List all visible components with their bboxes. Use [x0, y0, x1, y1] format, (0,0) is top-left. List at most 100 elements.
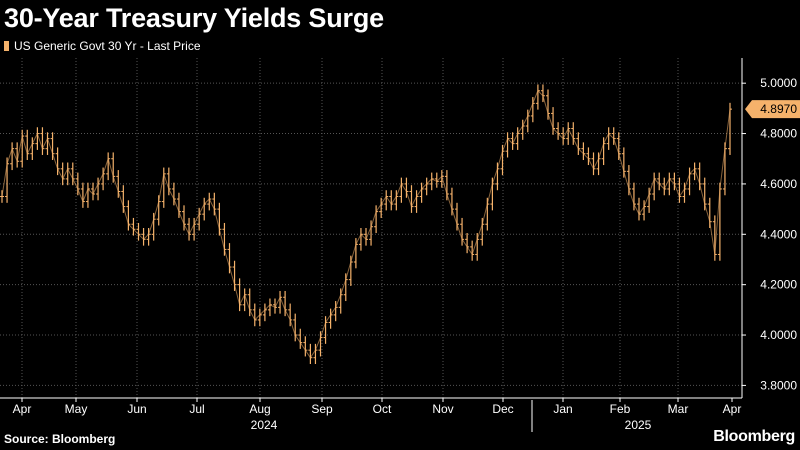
price-bar [20, 129, 25, 168]
price-bar [60, 162, 65, 186]
price-bar [247, 288, 252, 317]
price-bar [55, 147, 60, 176]
price-bar [187, 217, 192, 241]
x-tick-label: Jul [189, 402, 204, 416]
y-tick-label: 5.0000 [760, 76, 797, 90]
price-bar [707, 197, 712, 228]
price-bar [353, 238, 358, 269]
price-bar [288, 303, 293, 327]
price-bar [212, 192, 217, 216]
price-bar [677, 177, 682, 203]
price-bar [384, 190, 389, 211]
price-bar [182, 205, 186, 231]
price-bar [480, 217, 485, 246]
legend: US Generic Govt 30 Yr - Last Price [4, 39, 201, 53]
price-bar [267, 298, 272, 317]
price-bar [394, 190, 399, 211]
price-bar [308, 343, 313, 364]
price-bar [556, 122, 561, 140]
price-bar [647, 187, 652, 213]
price-bar [156, 195, 161, 226]
price-bar [257, 308, 262, 327]
legend-swatch [4, 41, 9, 51]
y-axis: 3.8000 4.0000 4.2000 4.4000 4.6000 4.8000 5.00… [741, 58, 800, 398]
price-bar [116, 170, 121, 198]
price-bar [283, 290, 288, 317]
price-bar [374, 205, 379, 234]
price-bar [202, 197, 207, 221]
price-bar [404, 177, 409, 198]
price-bar [652, 172, 657, 201]
x-tick-label: Jan [553, 402, 572, 416]
price-bar [621, 147, 626, 178]
price-bar [126, 200, 131, 231]
price-bar [364, 228, 368, 246]
price-bar [414, 190, 419, 213]
price-bar [146, 228, 151, 246]
price-bar [551, 107, 556, 135]
x-tick-label: Sep [311, 402, 333, 416]
price-bar [273, 298, 277, 314]
price-bar [171, 182, 176, 206]
price-bar [15, 142, 20, 168]
price-bar [626, 165, 631, 196]
price-bar [237, 278, 242, 312]
price-bar [439, 170, 444, 188]
price-bar [10, 142, 15, 171]
price-bar [35, 127, 40, 150]
price-bar [278, 290, 283, 314]
price-bar [409, 185, 414, 213]
price-bar [161, 167, 166, 208]
last-price-box [745, 100, 800, 119]
price-bar [505, 132, 510, 158]
price-bar [192, 217, 197, 241]
price-bar [75, 172, 80, 196]
price-bar [470, 240, 475, 261]
price-bar [606, 127, 611, 150]
year-label: 2025 [625, 418, 652, 432]
price-bar [566, 122, 571, 145]
price-bar [419, 182, 424, 203]
price-bar [45, 132, 50, 155]
price-bar [65, 162, 70, 186]
x-tick-label: May [65, 402, 88, 416]
price-bar [141, 228, 146, 246]
price-bar [576, 132, 581, 155]
price-bar [429, 172, 434, 191]
price-bar [323, 316, 328, 344]
price-bar [232, 260, 237, 291]
price-bar [692, 162, 697, 181]
price-bar [561, 127, 566, 145]
price-bar [106, 152, 111, 181]
price-bar [525, 109, 530, 133]
price-bar [465, 233, 470, 254]
price-bar [581, 142, 586, 160]
price-bar [520, 119, 525, 140]
y-tick-label: 4.4000 [760, 227, 797, 241]
price-bar [151, 212, 156, 241]
price-bar [616, 132, 621, 160]
price-bar [0, 190, 4, 203]
price-bar [449, 187, 454, 216]
price-bar [485, 197, 490, 231]
price-bar [333, 301, 338, 322]
y-tick-label: 4.8000 [760, 127, 797, 141]
price-bar [728, 102, 732, 155]
price-bar [399, 177, 404, 203]
price-bar [298, 328, 303, 349]
price-bar [455, 202, 459, 231]
year-label: 2024 [251, 418, 278, 432]
price-bar [682, 182, 687, 203]
price-bar [328, 308, 333, 329]
price-bar [687, 167, 692, 196]
price-bar [571, 122, 576, 145]
y-tick-label: 4.2000 [760, 278, 797, 292]
price-bar [586, 147, 591, 166]
price-bar [379, 197, 384, 218]
price-bar [348, 255, 353, 286]
price-bar [91, 182, 95, 201]
price-bar [460, 217, 465, 246]
chart-title: 30-Year Treasury Yields Surge [4, 3, 384, 33]
x-tick-label: Dec [492, 402, 513, 416]
